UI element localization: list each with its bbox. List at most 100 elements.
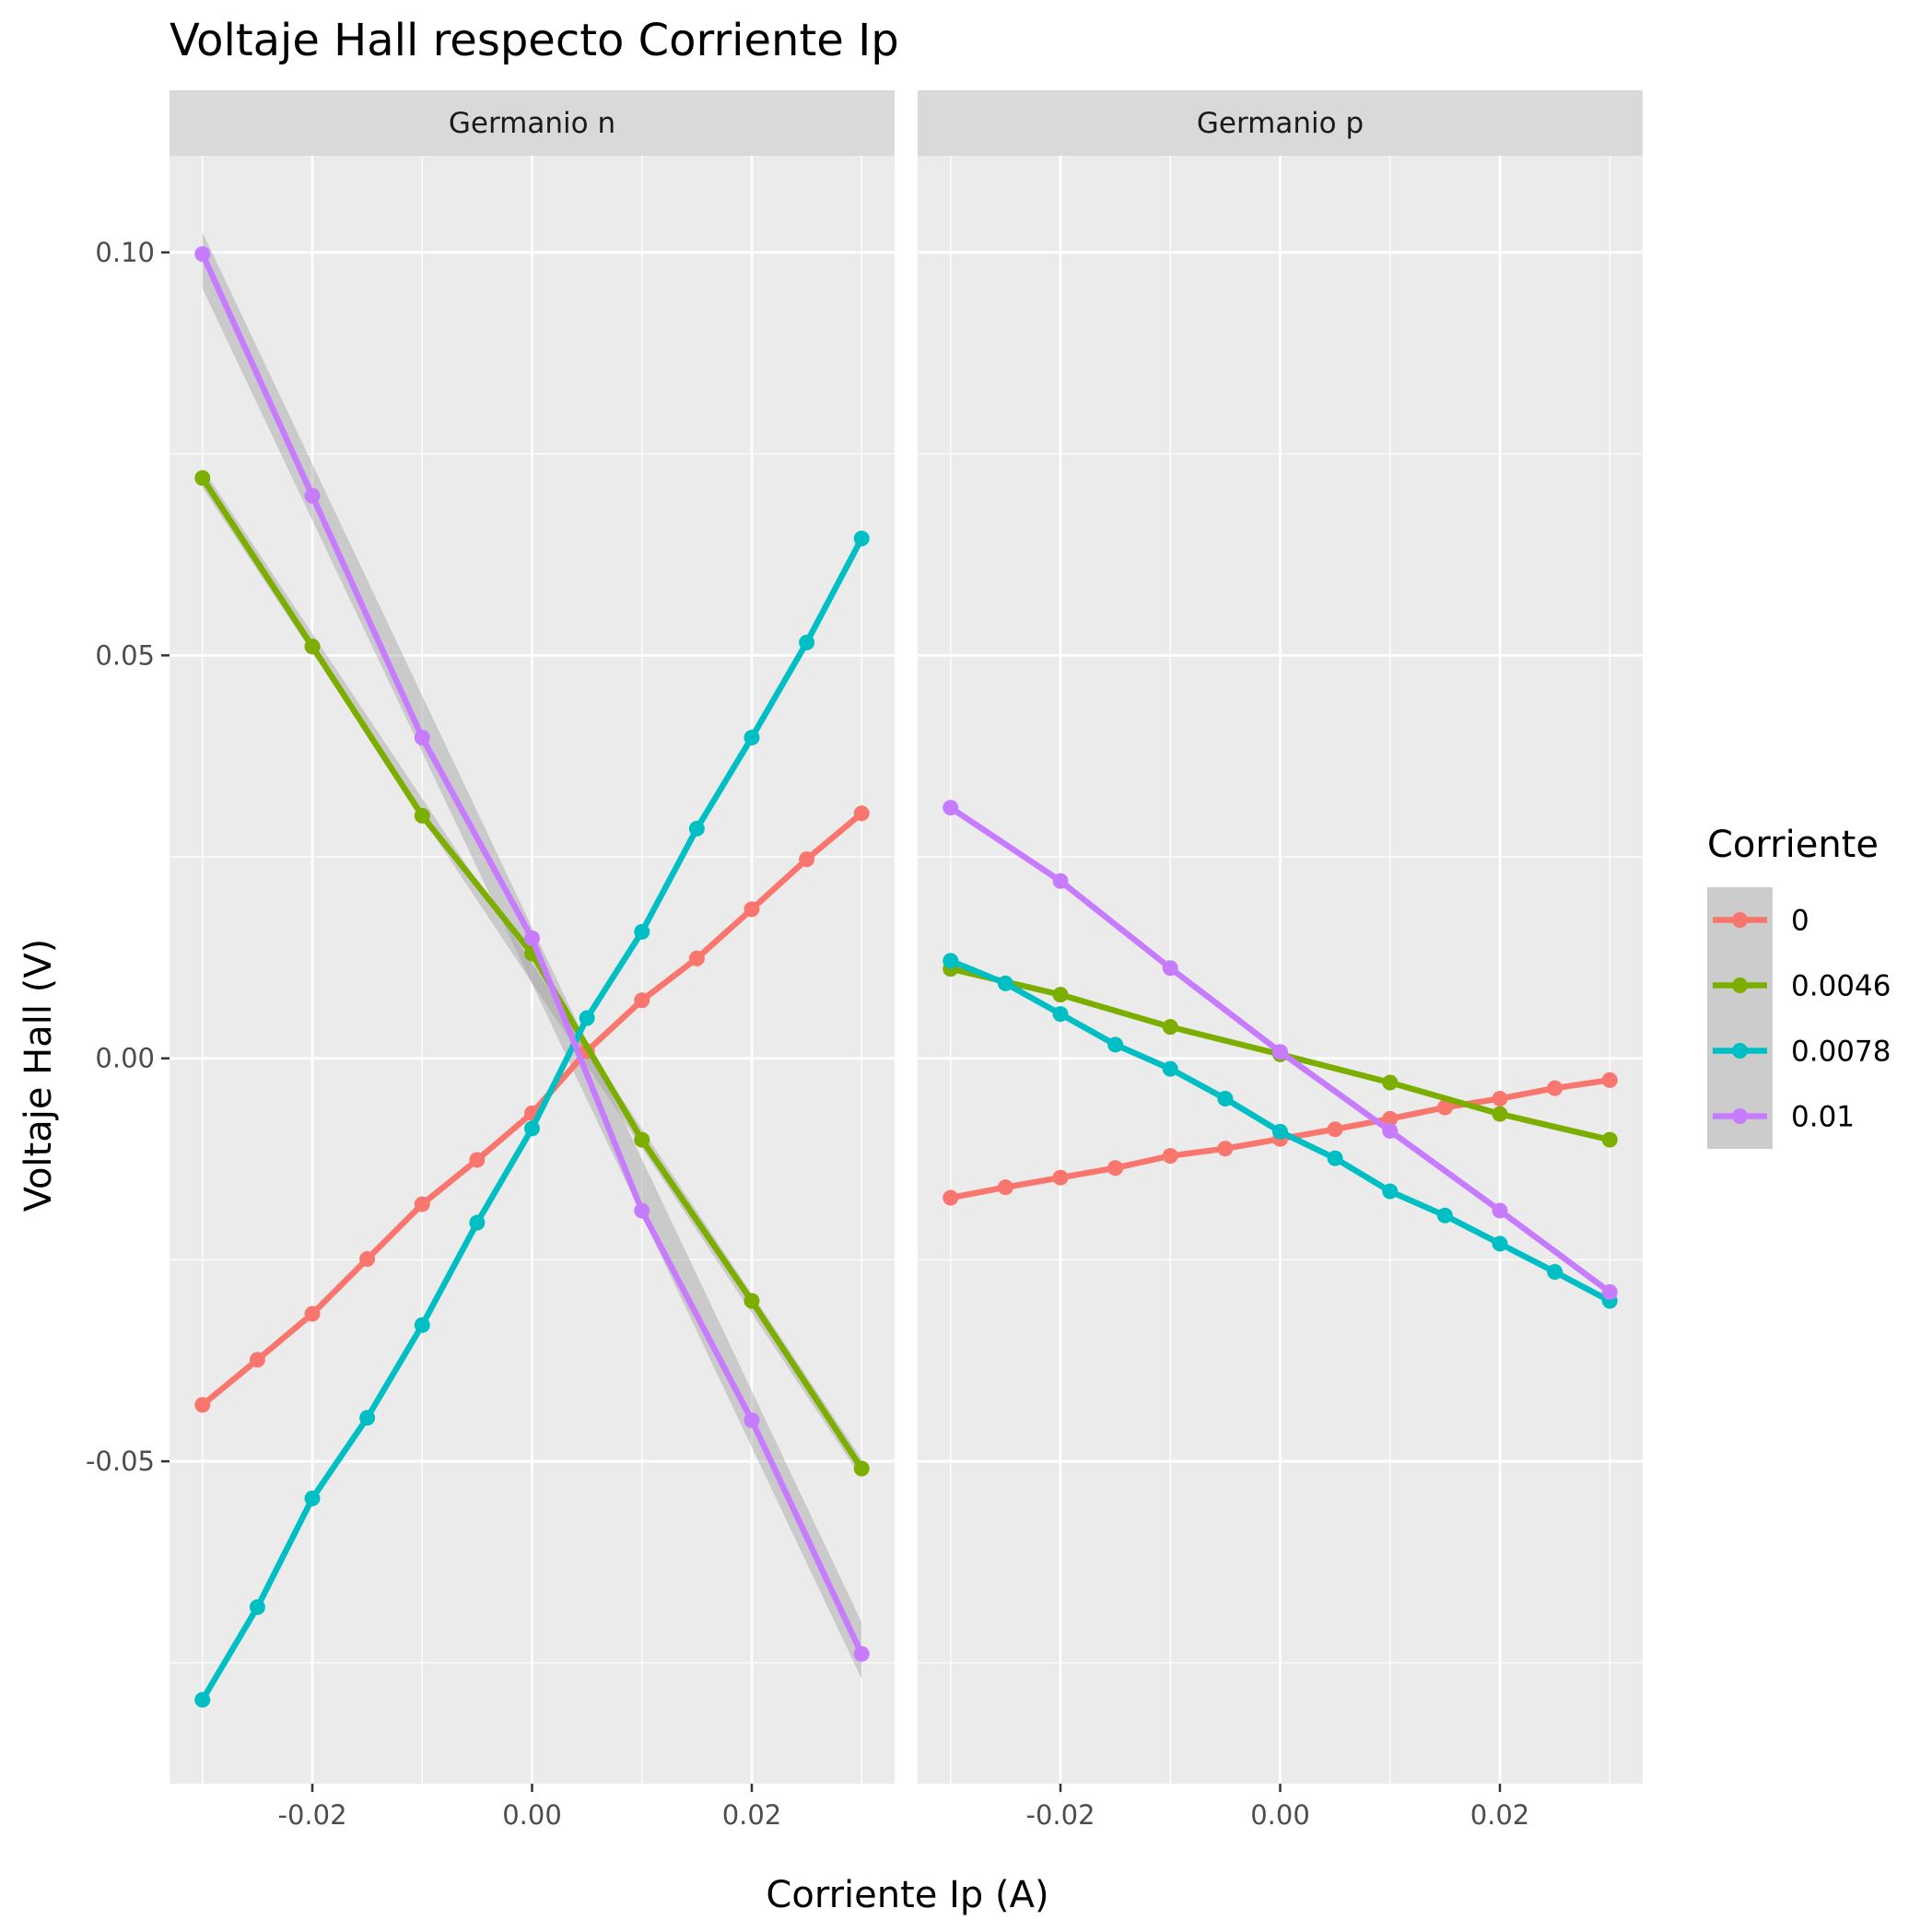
data-point-0 bbox=[997, 1179, 1013, 1196]
legend-key-point bbox=[1732, 1108, 1748, 1124]
data-point-0.0078 bbox=[1217, 1090, 1234, 1107]
data-point-0.0078 bbox=[1052, 1006, 1069, 1023]
data-point-0.0046 bbox=[1382, 1074, 1399, 1091]
x-axis-title: Corriente Ip (A) bbox=[766, 1874, 1048, 1916]
confidence-band-0.0046 bbox=[202, 468, 862, 1479]
data-point-0.0046 bbox=[414, 807, 430, 824]
data-point-0 bbox=[1107, 1160, 1124, 1177]
y-tick-label: -0.05 bbox=[86, 1446, 155, 1477]
data-point-0 bbox=[799, 851, 815, 868]
data-point-0 bbox=[1327, 1121, 1343, 1138]
x-tick-label: 0.00 bbox=[502, 1799, 562, 1831]
facet-panel: Germanio p -0.02 0.00 0.02 bbox=[918, 90, 1643, 1831]
data-point-0.0078 bbox=[304, 1490, 321, 1506]
data-point-0.0046 bbox=[304, 638, 321, 655]
data-point-0.0078 bbox=[1272, 1123, 1288, 1140]
data-point-0 bbox=[1601, 1071, 1618, 1088]
data-point-0 bbox=[1436, 1099, 1453, 1116]
data-point-0.0046 bbox=[1162, 1019, 1178, 1036]
x-tick-label: 0.02 bbox=[722, 1799, 782, 1831]
data-point-0.0078 bbox=[634, 923, 650, 940]
data-point-0.0078 bbox=[414, 1317, 430, 1333]
data-point-0 bbox=[1217, 1141, 1234, 1157]
data-point-0.01 bbox=[414, 730, 430, 746]
data-point-0.0078 bbox=[688, 820, 705, 837]
data-point-0 bbox=[853, 805, 870, 822]
data-point-0.01 bbox=[1052, 872, 1069, 889]
data-point-0 bbox=[469, 1152, 486, 1168]
data-point-0.0078 bbox=[1436, 1207, 1453, 1224]
data-point-0 bbox=[414, 1196, 430, 1212]
data-point-0.0078 bbox=[194, 1692, 211, 1708]
legend-item-0: 0 bbox=[1707, 887, 1809, 953]
data-point-0 bbox=[1052, 1169, 1069, 1186]
facet-strip bbox=[170, 90, 895, 156]
x-tick-label: 0.00 bbox=[1250, 1799, 1310, 1831]
data-point-0.0078 bbox=[1162, 1060, 1178, 1077]
data-point-0.0078 bbox=[997, 975, 1013, 991]
legend-label: 0.0046 bbox=[1791, 970, 1891, 1003]
chart-title: Voltaje Hall respecto Corriente Ip bbox=[170, 15, 899, 66]
legend-label: 0 bbox=[1791, 905, 1809, 938]
facet-strip bbox=[918, 90, 1643, 156]
data-point-0 bbox=[1382, 1110, 1399, 1127]
data-point-0.01 bbox=[1492, 1202, 1508, 1219]
data-point-0.0078 bbox=[249, 1598, 265, 1615]
data-point-0 bbox=[194, 1397, 211, 1413]
legend: Corriente 0 0.0046 0.0078 0.01 bbox=[1707, 824, 1891, 1149]
data-point-0.0046 bbox=[853, 1460, 870, 1477]
data-point-0.01 bbox=[1272, 1044, 1288, 1060]
data-point-0.0046 bbox=[194, 470, 211, 486]
data-point-0.0078 bbox=[359, 1410, 376, 1426]
data-point-0.0078 bbox=[1327, 1150, 1343, 1166]
data-point-0.0046 bbox=[744, 1293, 760, 1309]
data-point-0.0078 bbox=[1547, 1264, 1563, 1281]
data-point-0.0078 bbox=[943, 953, 959, 969]
legend-key-point bbox=[1732, 978, 1748, 993]
legend-label: 0.01 bbox=[1791, 1101, 1855, 1134]
data-point-0.0078 bbox=[744, 730, 760, 746]
data-point-0.0078 bbox=[1492, 1235, 1508, 1252]
facet-strip-label: Germanio n bbox=[449, 107, 615, 140]
x-tick-label: -0.02 bbox=[1025, 1799, 1095, 1831]
data-point-0.01 bbox=[943, 800, 959, 816]
legend-key-point bbox=[1732, 912, 1748, 928]
data-point-0 bbox=[688, 950, 705, 966]
data-point-0.0046 bbox=[1052, 987, 1069, 1003]
data-point-0.0046 bbox=[1492, 1106, 1508, 1122]
data-point-0 bbox=[359, 1251, 376, 1268]
data-point-0.0078 bbox=[579, 1010, 595, 1026]
data-point-0.0046 bbox=[1601, 1131, 1618, 1148]
x-tick-label: 0.02 bbox=[1470, 1799, 1530, 1831]
data-point-0.01 bbox=[1382, 1122, 1399, 1139]
legend-item-0.0046: 0.0046 bbox=[1707, 953, 1891, 1018]
legend-item-0.0078: 0.0078 bbox=[1707, 1018, 1891, 1083]
y-tick-label: 0.00 bbox=[95, 1043, 155, 1074]
data-point-0.01 bbox=[194, 246, 211, 263]
data-point-0.0078 bbox=[1382, 1183, 1399, 1200]
facet-panels: Germanio n -0.02 0.00 0.02 -0.05 0.00 0.05 0.10… bbox=[86, 90, 1643, 1831]
data-point-0.0078 bbox=[524, 1120, 540, 1137]
legend-title: Corriente bbox=[1707, 824, 1879, 866]
x-tick-label: -0.02 bbox=[277, 1799, 346, 1831]
data-point-0 bbox=[1547, 1080, 1563, 1096]
data-point-0.01 bbox=[304, 487, 321, 504]
y-tick-label: 0.10 bbox=[95, 237, 155, 268]
data-point-0.01 bbox=[1601, 1283, 1618, 1300]
data-point-0 bbox=[634, 992, 650, 1009]
data-point-0 bbox=[1162, 1148, 1178, 1165]
legend-key-point bbox=[1732, 1043, 1748, 1059]
data-point-0 bbox=[744, 901, 760, 918]
legend-item-0.01: 0.01 bbox=[1707, 1083, 1855, 1149]
data-point-0 bbox=[249, 1352, 265, 1368]
y-axis-title: Voltaje Hall (V) bbox=[18, 939, 60, 1212]
data-point-0.0078 bbox=[853, 531, 870, 547]
data-point-0 bbox=[943, 1189, 959, 1206]
data-point-0.01 bbox=[853, 1645, 870, 1662]
data-point-0.0078 bbox=[1107, 1036, 1124, 1053]
y-tick-label: 0.05 bbox=[95, 639, 155, 671]
data-point-0.01 bbox=[1162, 960, 1178, 977]
data-point-0.01 bbox=[634, 1202, 650, 1219]
data-point-0.0078 bbox=[799, 634, 815, 650]
facet-panel: Germanio n -0.02 0.00 0.02 -0.05 0.00 0.05 0.10 bbox=[86, 90, 895, 1831]
